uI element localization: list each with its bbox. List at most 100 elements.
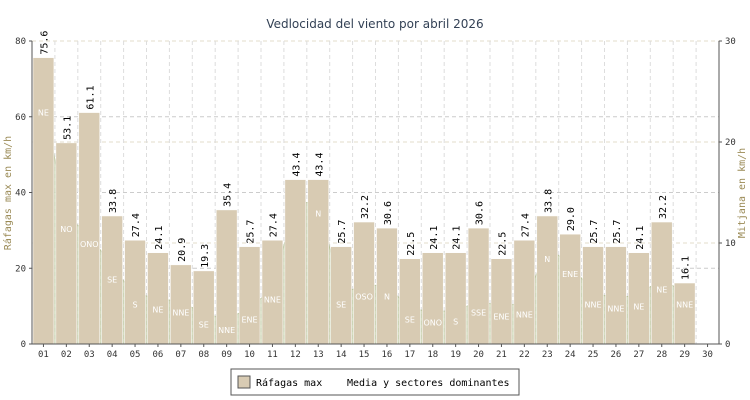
value-label: 33.8: [108, 189, 119, 213]
y-left-tick-label: 20: [15, 264, 26, 274]
bar-gust: [399, 258, 421, 345]
legend-swatch-gusts: [237, 375, 251, 389]
bar-gust: [55, 142, 78, 345]
direction-label: NE: [656, 285, 667, 294]
value-label: 19.3: [200, 244, 211, 268]
x-tick-label: 16: [382, 350, 393, 360]
x-tick-label: 27: [633, 350, 644, 360]
y-left-tick-label: 0: [21, 340, 26, 350]
value-label: 43.4: [314, 153, 325, 177]
value-label: 32.2: [658, 195, 669, 219]
bars-layer: [32, 57, 696, 345]
bar-gust: [307, 179, 329, 345]
y-left-axis-label: Ráfagas max en km/h: [2, 136, 14, 250]
x-tick-label: 02: [61, 350, 72, 360]
bar-gust: [147, 252, 169, 345]
direction-label: SE: [336, 301, 346, 310]
value-label: 25.7: [589, 220, 600, 244]
x-tick-label: 06: [153, 350, 164, 360]
bar-gust: [651, 221, 673, 345]
x-tick-label: 26: [611, 350, 622, 360]
value-label: 16.1: [681, 256, 692, 280]
direction-label: SE: [405, 316, 415, 325]
value-labels: 75.6 53.1 61.1 33.8 27.4 24.1 20.9 19.3 35.4 25.7…: [39, 31, 691, 280]
bar-gust: [330, 246, 352, 345]
bar-gust: [376, 227, 398, 345]
x-tick-label: 25: [588, 350, 599, 360]
bar-gust: [261, 239, 284, 345]
y-left-tick-labels: 0 20 40 60 80: [15, 37, 32, 350]
direction-label: NNE: [676, 301, 693, 310]
value-label: 27.4: [268, 213, 279, 237]
y-right-tick-labels: 0 10 20 30: [719, 37, 736, 350]
x-tick-label: 30: [702, 350, 713, 360]
legend: Ráfagas max Media y sectores dominantes: [230, 368, 520, 396]
bar-gust: [32, 57, 55, 345]
value-label: 75.6: [39, 31, 50, 55]
value-label: 30.6: [475, 201, 486, 225]
value-label: 61.1: [85, 85, 96, 109]
value-label: 24.1: [154, 226, 165, 250]
bar-gust: [467, 227, 490, 345]
bar-gust: [78, 112, 100, 345]
x-tick-label: 22: [519, 350, 530, 360]
value-label: 30.6: [383, 201, 394, 225]
legend-label-mean: Media y sectores dominantes: [347, 378, 510, 389]
x-tick-labels: 01 02 03 04 05 06 07 08 09 10 11 12 13 14 15 16 17 18 19 20…: [38, 344, 713, 360]
value-label: 32.2: [360, 195, 371, 219]
x-tick-label: 08: [198, 350, 209, 360]
direction-label: NE: [633, 303, 644, 312]
bar-gust: [422, 252, 444, 345]
chart-title: Vedlocidad del viento por abril 2026: [266, 17, 483, 31]
x-tick-label: 20: [473, 350, 484, 360]
x-tick-label: 07: [175, 350, 186, 360]
value-label: 35.4: [223, 183, 234, 207]
x-tick-label: 19: [450, 350, 461, 360]
direction-label: NE: [38, 109, 49, 118]
bar-gust: [673, 282, 696, 345]
x-tick-label: 11: [267, 350, 278, 360]
direction-label: SE: [107, 275, 117, 284]
direction-label: NNE: [516, 311, 533, 320]
x-tick-label: 12: [290, 350, 301, 360]
direction-label: NNE: [607, 305, 624, 314]
direction-label: S: [133, 301, 138, 310]
legend-label-gusts: Ráfagas max: [256, 377, 322, 389]
bar-gust: [124, 239, 146, 345]
y-left-tick-label: 60: [15, 113, 26, 123]
direction-label: NO: [60, 225, 72, 234]
x-tick-label: 01: [38, 350, 49, 360]
x-tick-label: 28: [656, 350, 667, 360]
direction-label: NNE: [218, 326, 235, 335]
x-tick-label: 15: [359, 350, 370, 360]
x-tick-label: 23: [542, 350, 553, 360]
x-tick-label: 10: [244, 350, 255, 360]
bar-gust: [536, 215, 558, 345]
direction-label: NE: [152, 306, 163, 315]
bar-gust: [490, 258, 513, 345]
direction-label: N: [384, 292, 390, 301]
direction-label: NNE: [585, 301, 602, 310]
value-label: 53.1: [62, 116, 73, 140]
value-label: 25.7: [337, 220, 348, 244]
direction-label: NNE: [172, 309, 189, 318]
x-tick-label: 04: [107, 350, 118, 360]
y-right-axis-label: Mitjana en km/h: [737, 148, 748, 238]
value-label: 22.5: [406, 232, 417, 256]
x-tick-label: 13: [313, 350, 324, 360]
bar-gust: [284, 179, 307, 345]
value-label: 20.9: [177, 238, 188, 262]
direction-label: S: [453, 318, 458, 327]
value-label: 25.7: [612, 220, 623, 244]
bar-gust: [582, 246, 604, 345]
x-tick-label: 14: [336, 350, 347, 360]
bar-gust: [444, 252, 467, 345]
legend-box: [230, 368, 520, 396]
x-tick-label: 21: [496, 350, 507, 360]
bar-gust: [215, 209, 238, 345]
value-label: 25.7: [246, 220, 257, 244]
direction-label: ENE: [493, 313, 509, 322]
value-label: 22.5: [497, 232, 508, 256]
x-tick-label: 29: [679, 350, 690, 360]
